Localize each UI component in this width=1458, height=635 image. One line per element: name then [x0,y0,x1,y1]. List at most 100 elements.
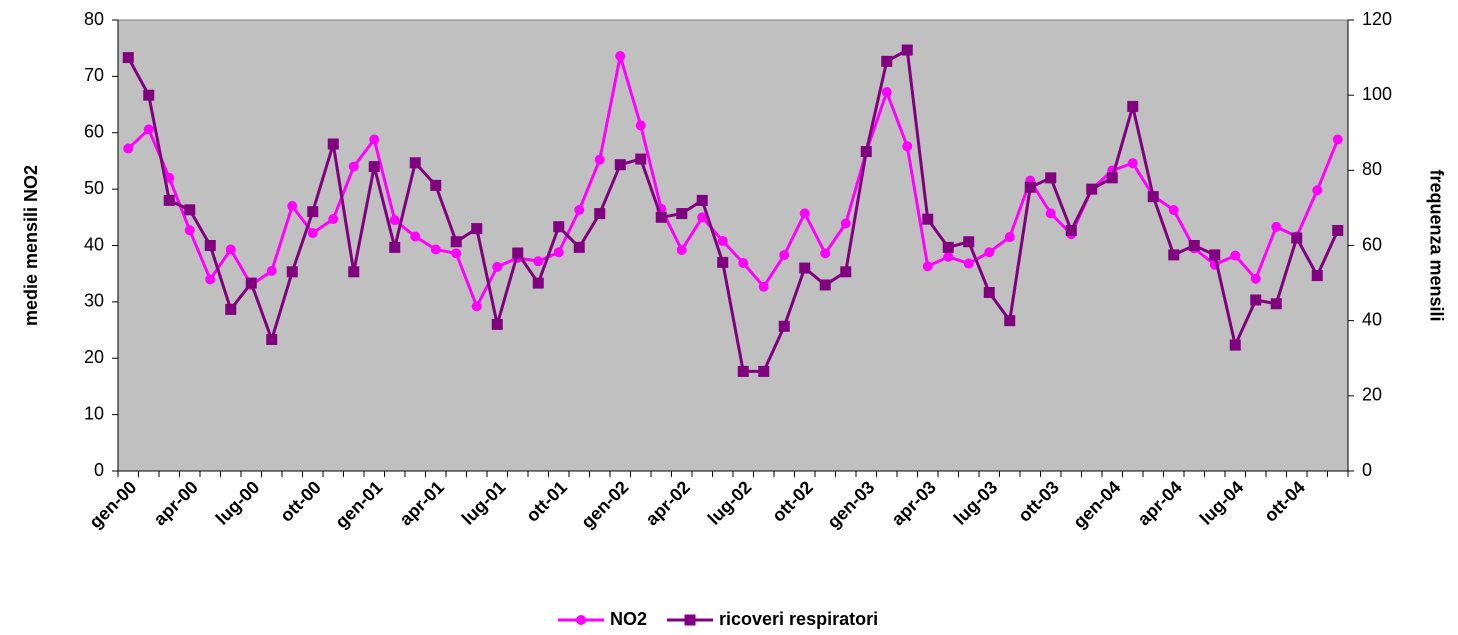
point [902,141,913,152]
point [860,146,872,158]
point [943,251,954,262]
point [1024,181,1036,193]
point [717,256,729,268]
point [143,124,154,135]
point [573,241,585,253]
point [697,212,708,223]
point [615,51,626,62]
x-tick-label: apr-02 [642,477,694,529]
point [225,303,237,315]
point [655,211,667,223]
point [348,161,359,172]
point [286,266,298,278]
point [368,161,380,173]
point [778,320,790,332]
point [1168,204,1179,215]
x-tick-label: apr-04 [1134,477,1186,529]
point [614,159,626,171]
y-tick-label: 70 [84,65,104,85]
y2-tick-label: 0 [1362,460,1372,480]
x-tick-label: ott-02 [768,477,817,526]
point [1127,158,1138,169]
x-tick-label: ott-04 [1260,477,1309,526]
point [163,194,175,206]
point [1229,339,1241,351]
point [635,120,646,131]
point [1086,183,1098,195]
y-tick-label: 0 [94,460,104,480]
point [799,262,811,274]
point [901,44,913,56]
point [184,225,195,236]
y2-tick-label: 80 [1362,159,1382,179]
legend-label: ricoveri respiratori [719,609,878,629]
point [819,279,831,291]
point [881,55,893,67]
point [594,208,606,220]
x-tick-label: gen-02 [577,477,632,532]
point [738,257,749,268]
point [963,236,975,248]
plot-area [117,19,1349,472]
point [922,213,934,225]
point [451,248,462,259]
point [1250,273,1261,284]
x-tick-label: gen-03 [823,477,878,532]
point [266,333,278,345]
x-tick-label: gen-01 [331,477,386,532]
point [696,194,708,206]
point [287,201,298,212]
point [1250,294,1262,306]
x-tick-label: apr-03 [888,477,940,529]
point [204,240,216,251]
point [717,235,728,246]
point [225,244,236,255]
legend-marker [576,615,586,625]
y2-axis-title: frequenza mensili [1426,169,1446,321]
x-tick-label: lug-04 [1196,477,1248,529]
point [369,134,380,145]
x-tick-label: lug-01 [458,477,510,529]
point [676,245,687,256]
point [737,365,749,377]
y-tick-label: 60 [84,122,104,142]
point [122,52,134,64]
y-axis-title: medie mensili NO2 [21,165,41,326]
point [779,250,790,261]
point [574,204,585,215]
point [1270,298,1282,310]
point [983,286,995,298]
y-tick-label: 30 [84,291,104,311]
x-tick-label: ott-01 [522,477,571,526]
point [532,277,544,289]
point [1147,191,1159,203]
point [1230,250,1241,261]
x-tick-label: lug-03 [950,477,1002,529]
legend-marker [684,614,696,626]
point [389,215,400,226]
point [471,223,483,235]
point [409,157,421,169]
x-tick-label: apr-01 [396,477,448,529]
x-tick-label: apr-00 [150,477,202,529]
point [1332,134,1343,145]
point [1209,249,1221,261]
legend-label: NO2 [610,609,647,629]
point [450,236,462,248]
point [410,231,421,242]
point [430,179,442,191]
legend: NO2 ricoveri respiratori [558,609,878,629]
y-tick-label: 10 [84,403,104,423]
point [1045,172,1057,184]
point [758,281,769,292]
y2-tick-label: 20 [1362,385,1382,405]
point [1332,224,1344,236]
point [984,247,995,258]
point [348,266,360,278]
point [471,301,482,312]
point [328,214,339,225]
x-tick-label: gen-04 [1069,477,1124,532]
x-tick-label: ott-03 [1014,477,1063,526]
point [307,228,318,239]
